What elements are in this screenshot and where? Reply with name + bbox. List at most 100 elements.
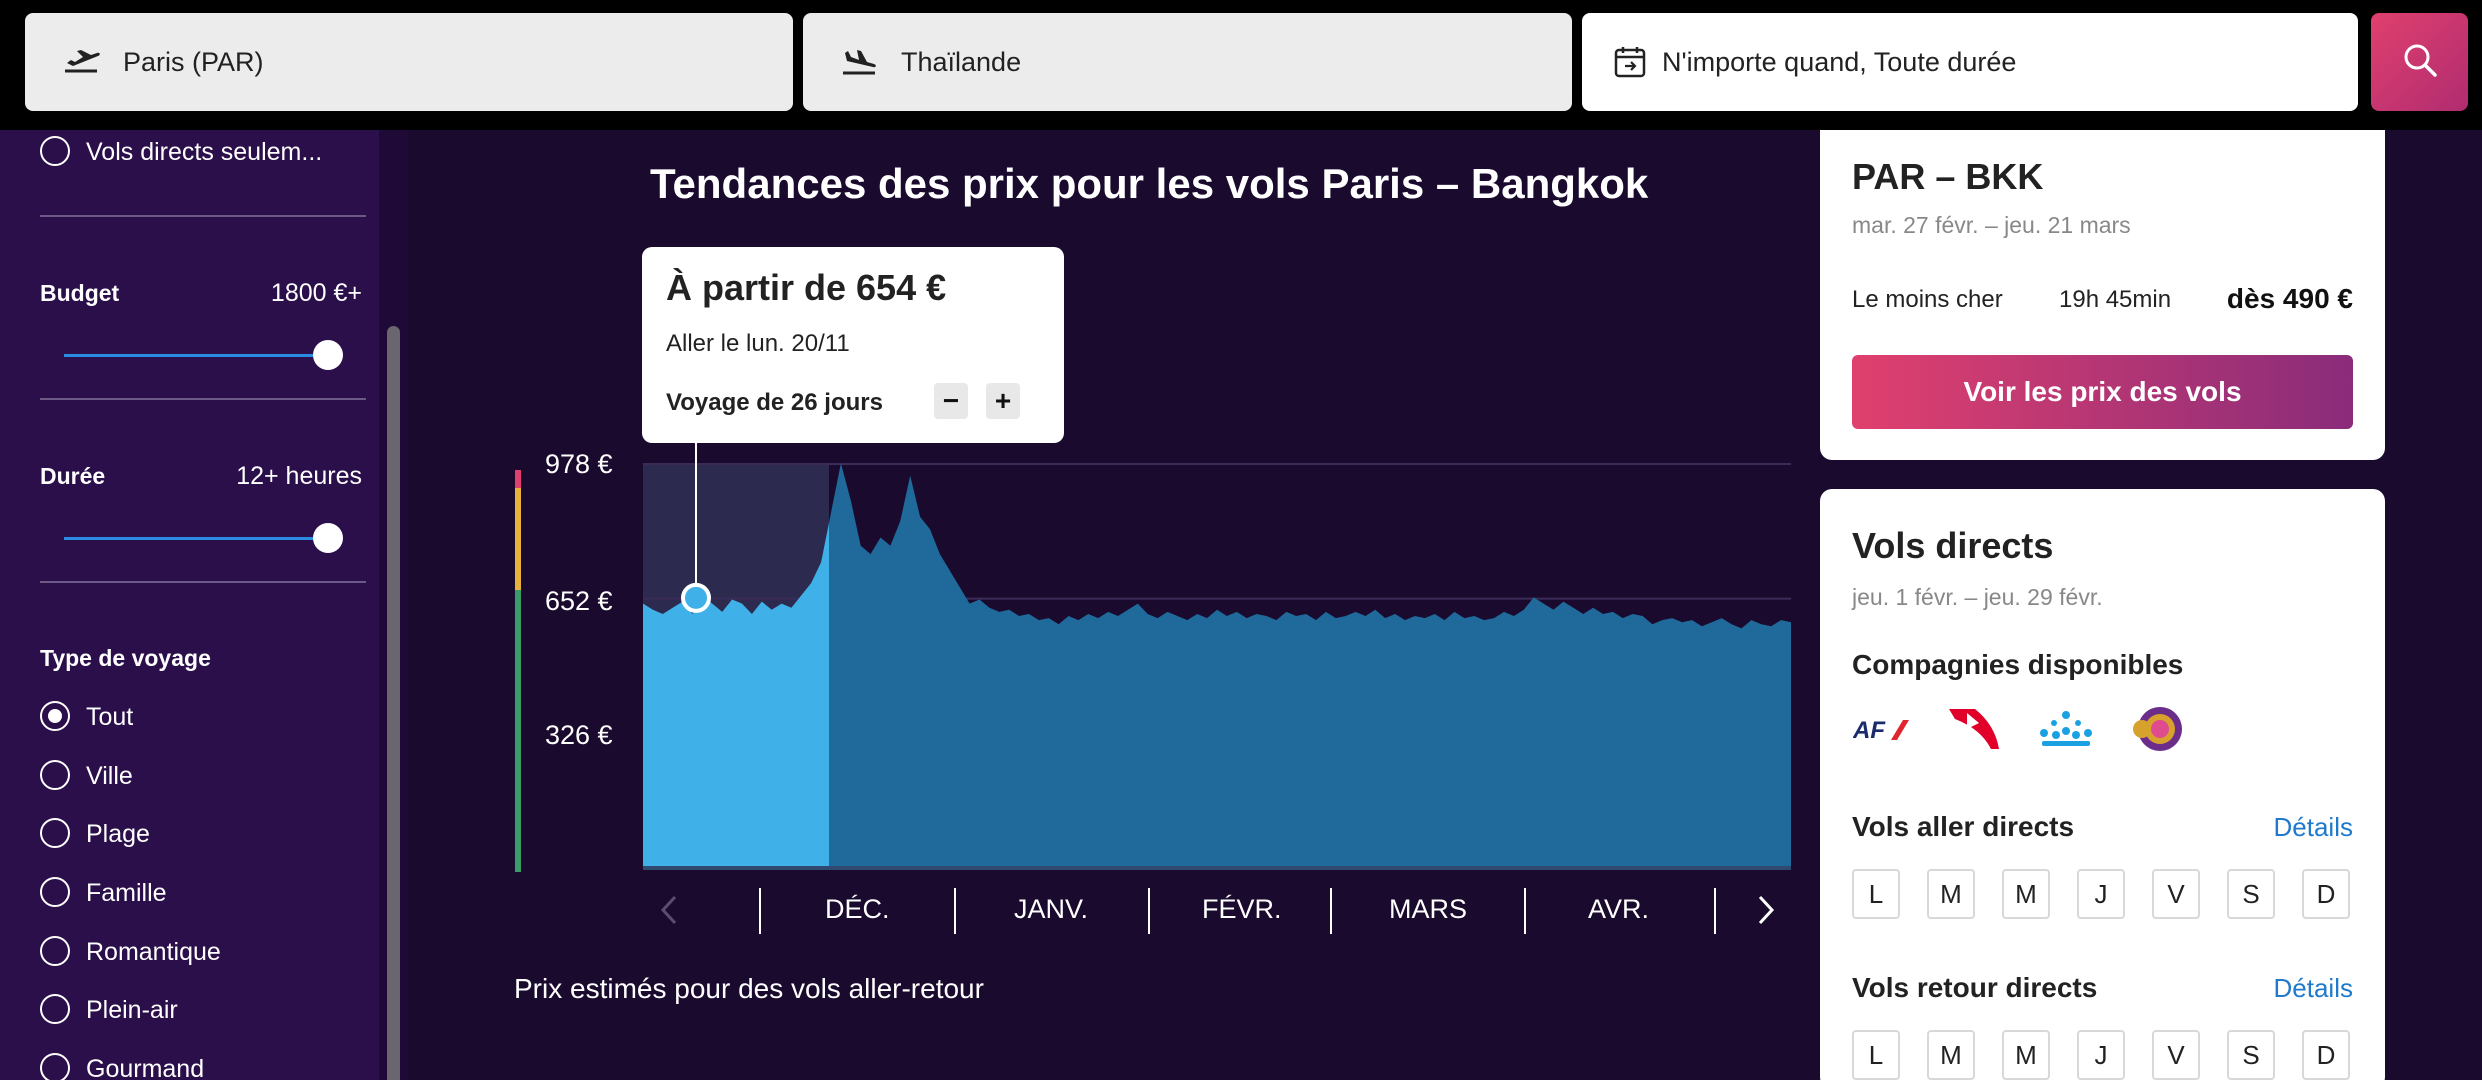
price-trend-chart (515, 443, 1791, 934)
origin-field[interactable]: Paris (PAR) (25, 13, 793, 111)
trip-type-label-romantique: Romantique (86, 938, 221, 966)
budget-slider[interactable] (64, 354, 328, 357)
x-tick-label: FÉVR. (1202, 894, 1282, 924)
trip-type-radio-famille[interactable] (40, 877, 70, 907)
landing-icon (837, 40, 881, 84)
air-france-logo: AF (1852, 703, 1914, 755)
x-tick-label: AVR. (1588, 894, 1650, 924)
duration-slider[interactable] (64, 537, 328, 540)
takeoff-icon (59, 40, 103, 84)
return-day[interactable]: V (2152, 1030, 2200, 1080)
airlines-label: Compagnies disponibles (1852, 649, 2184, 680)
dates-value: N'importe quand, Toute durée (1662, 46, 2017, 77)
direct-flights-card: Vols directs jeu. 1 févr. – jeu. 29 févr… (1820, 489, 2385, 1080)
price-scale-low (515, 590, 521, 872)
sidebar-scrollbar-thumb[interactable] (387, 326, 400, 1080)
trip-type-label: Type de voyage (40, 645, 211, 671)
return-details-link[interactable]: Détails (2273, 973, 2353, 1003)
price-scale-high (515, 470, 521, 590)
return-day[interactable]: S (2227, 1030, 2275, 1080)
outbound-day[interactable]: D (2302, 869, 2350, 919)
trip-type-label-plein-air: Plein-air (86, 996, 178, 1024)
trip-type-radio-ville[interactable] (40, 760, 70, 790)
increase-trip-button[interactable]: + (986, 383, 1020, 419)
outbound-day[interactable]: L (1852, 869, 1900, 919)
cheapest-label: Le moins cher (1852, 286, 2003, 313)
trip-type-label-famille: Famille (86, 879, 167, 907)
divider (40, 215, 366, 217)
route-card: PAR – BKK mar. 27 févr. – jeu. 21 mars L… (1820, 130, 2385, 460)
cheapest-price: dès 490 € (2226, 283, 2353, 314)
return-day[interactable]: L (1852, 1030, 1900, 1080)
direct-flights-dates: jeu. 1 févr. – jeu. 29 févr. (1852, 584, 2103, 610)
trip-type-label-ville: Ville (86, 762, 133, 790)
search-button[interactable] (2371, 13, 2468, 111)
return-day[interactable]: J (2077, 1030, 2125, 1080)
x-tick-label: JANV. (1014, 894, 1089, 924)
outbound-day[interactable]: V (2152, 869, 2200, 919)
trip-type-label-tout: Tout (86, 703, 134, 731)
outbound-day[interactable]: M (1927, 869, 1975, 919)
return-day[interactable]: M (1927, 1030, 1975, 1080)
price-area-selected-range (643, 522, 829, 868)
return-day[interactable]: D (2302, 1030, 2350, 1080)
trip-type-radio-tout[interactable] (40, 701, 70, 731)
filters-sidebar: Vols directs seulem... Budget 1800 €+ Du… (0, 130, 408, 1080)
divider (40, 581, 366, 583)
divider (40, 398, 366, 400)
chart-footnote: Prix estimés pour des vols aller-retour (514, 973, 984, 1004)
trip-type-radio-gourmand[interactable] (40, 1053, 70, 1080)
route-dates: mar. 27 févr. – jeu. 21 mars (1852, 212, 2131, 238)
outbound-day[interactable]: S (2227, 869, 2275, 919)
duration-slider-handle[interactable] (313, 523, 343, 553)
see-prices-button[interactable]: Voir les prix des vols (1852, 355, 2353, 429)
budget-label: Budget (40, 280, 120, 306)
month-separators (759, 888, 1716, 934)
x-tick-label: MARS (1389, 894, 1468, 924)
outbound-details-link[interactable]: Détails (2273, 812, 2353, 842)
direct-flights-title: Vols directs (1852, 525, 2054, 566)
price-area-series (829, 463, 1791, 868)
svg-text:AF: AF (1853, 717, 1886, 744)
chart-next-arrow-icon[interactable] (1758, 895, 1775, 925)
y-tick-label: 652 € (545, 586, 613, 616)
decrease-trip-button[interactable]: − (934, 383, 968, 419)
destination-value: Thaïlande (901, 46, 1022, 77)
duration-label: Durée (40, 463, 106, 489)
qantas-logo (1943, 703, 2005, 755)
trip-type-radio-romantique[interactable] (40, 936, 70, 966)
route-title: PAR – BKK (1852, 156, 2044, 197)
destination-field[interactable]: Thaïlande (803, 13, 1572, 111)
origin-value: Paris (PAR) (123, 46, 264, 77)
chart-prev-arrow-icon[interactable] (660, 895, 677, 925)
thai-airways-logo (2127, 703, 2189, 755)
selected-price-point[interactable] (681, 582, 711, 613)
cheapest-duration: 19h 45min (2059, 286, 2172, 313)
trip-type-label-plage: Plage (86, 820, 150, 848)
budget-value: 1800 €+ (270, 279, 362, 307)
tooltip-price: À partir de 654 € (666, 267, 947, 308)
direct-only-radio[interactable] (40, 136, 70, 166)
return-direct-label: Vols retour directs (1852, 972, 2098, 1003)
search-bar: Paris (PAR) Thaïlande N'importe quand, T… (0, 0, 2482, 130)
return-day[interactable]: M (2002, 1030, 2050, 1080)
duration-value: 12+ heures (236, 462, 362, 490)
y-tick-label: 978 € (545, 449, 613, 479)
dates-field[interactable]: N'importe quand, Toute durée (1582, 13, 2358, 111)
calendar-icon (1608, 40, 1652, 84)
outbound-day[interactable]: M (2002, 869, 2050, 919)
tooltip-date: Aller le lun. 20/11 (666, 330, 850, 357)
tooltip-trip-length: Voyage de 26 jours (666, 389, 883, 416)
trip-type-radio-plage[interactable] (40, 818, 70, 848)
outbound-day[interactable]: J (2077, 869, 2125, 919)
chart-baseline (643, 866, 1791, 870)
direct-only-label: Vols directs seulem... (86, 138, 323, 166)
price-scale-peak (515, 470, 521, 488)
budget-slider-handle[interactable] (313, 340, 343, 370)
price-tooltip: À partir de 654 € Aller le lun. 20/11 Vo… (642, 247, 1064, 443)
search-icon (2400, 40, 2440, 85)
chart-title: Tendances des prix pour les vols Paris –… (650, 160, 1649, 207)
outbound-direct-label: Vols aller directs (1852, 811, 2075, 842)
trip-type-radio-plein-air[interactable] (40, 994, 70, 1024)
x-tick-label: DÉC. (825, 894, 890, 924)
